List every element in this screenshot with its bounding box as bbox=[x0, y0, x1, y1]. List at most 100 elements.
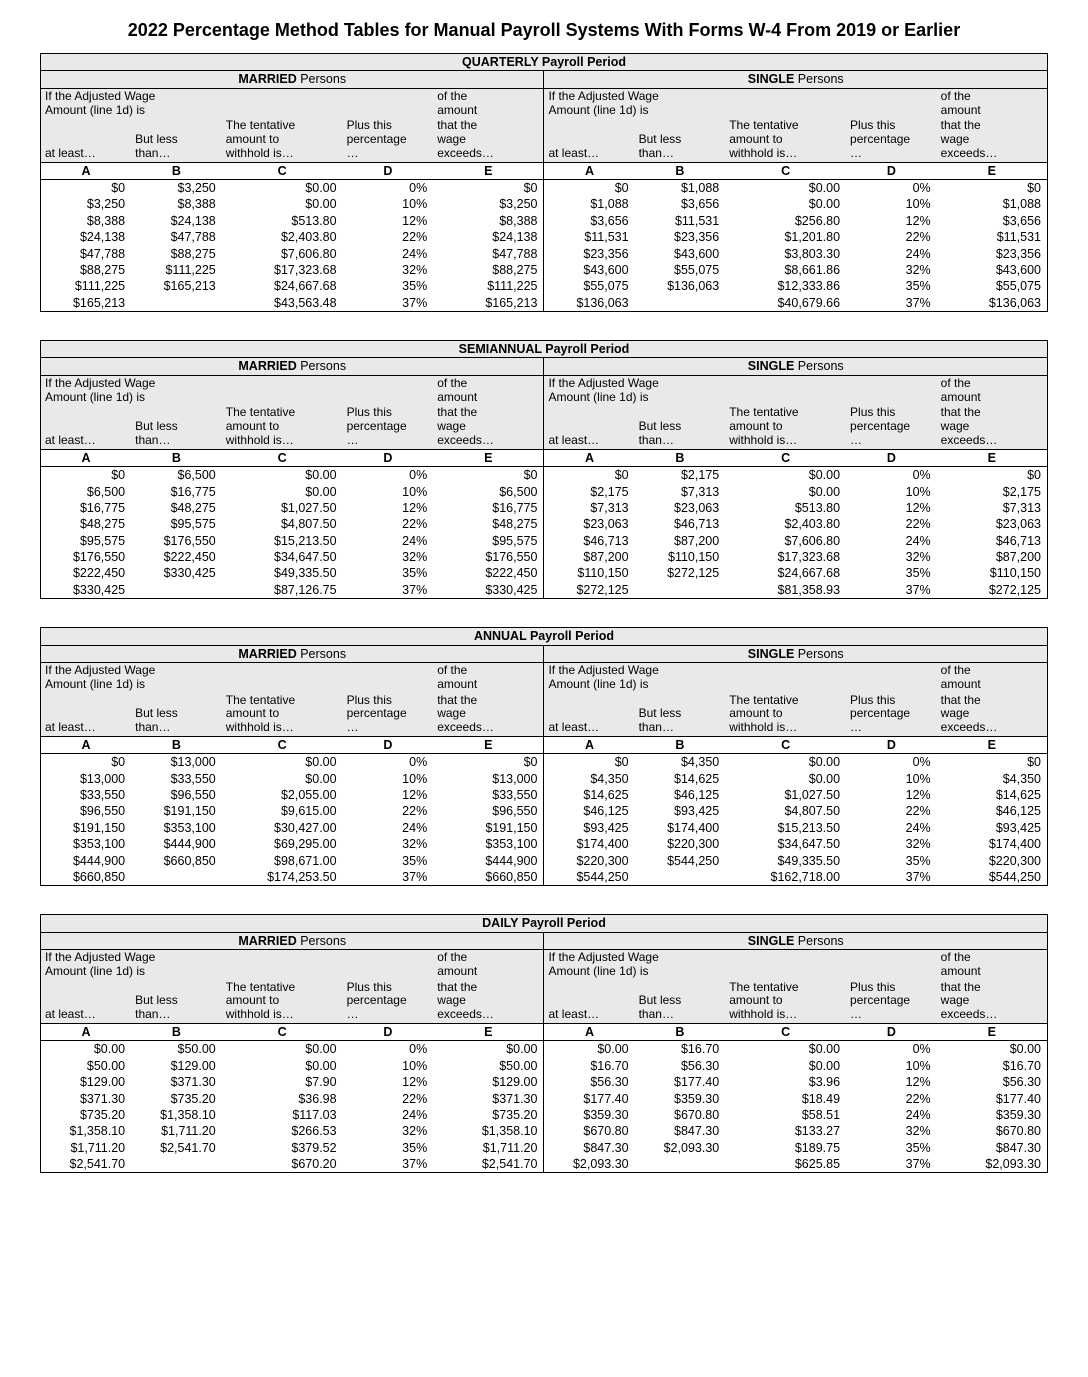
col-letter: E bbox=[937, 1024, 1048, 1041]
cell: 0% bbox=[846, 1041, 937, 1058]
hdr-adjusted-wage: If the Adjusted WageAmount (line 1d) is bbox=[41, 88, 222, 118]
cell: $88,275 bbox=[41, 262, 132, 278]
hdr-of-the: of theamount bbox=[433, 662, 544, 692]
table-row: $444,900$660,850$98,671.0035%$444,900$22… bbox=[41, 853, 1048, 869]
cell: 24% bbox=[846, 533, 937, 549]
cell: $88,275 bbox=[131, 246, 222, 262]
cell: $2,541.70 bbox=[433, 1156, 544, 1173]
cell: $96,550 bbox=[131, 787, 222, 803]
col-letter: B bbox=[131, 736, 222, 753]
col-letter: C bbox=[222, 449, 343, 466]
cell: 0% bbox=[846, 180, 937, 197]
hdr-spacer bbox=[725, 662, 936, 692]
hdr-spacer bbox=[725, 375, 936, 405]
hdr-adjusted-wage: If the Adjusted WageAmount (line 1d) is bbox=[544, 950, 725, 980]
table-row: $13,000$33,550$0.0010%$13,000$4,350$14,6… bbox=[41, 771, 1048, 787]
table-row: $0$13,000$0.000%$0$0$4,350$0.000%$0 bbox=[41, 754, 1048, 771]
cell: $8,388 bbox=[131, 196, 222, 212]
cell: 35% bbox=[846, 565, 937, 581]
cell: $0.00 bbox=[725, 484, 846, 500]
cell: $43,600 bbox=[635, 246, 726, 262]
cell: 37% bbox=[846, 1156, 937, 1173]
cell: $4,350 bbox=[544, 771, 635, 787]
cell: $174,400 bbox=[937, 836, 1048, 852]
cell: $129.00 bbox=[131, 1058, 222, 1074]
period-block: SEMIANNUAL Payroll PeriodMARRIED Persons… bbox=[40, 340, 1048, 599]
cell: $16.70 bbox=[635, 1041, 726, 1058]
col-letter: B bbox=[131, 449, 222, 466]
cell: $23,356 bbox=[544, 246, 635, 262]
cell: $513.80 bbox=[222, 213, 343, 229]
hdr-of-the: of theamount bbox=[433, 88, 544, 118]
cell: $444,900 bbox=[41, 853, 132, 869]
table-row: $47,788$88,275$7,606.8024%$47,788$23,356… bbox=[41, 246, 1048, 262]
cell: $0.00 bbox=[937, 1041, 1048, 1058]
cell: $0.00 bbox=[725, 1058, 846, 1074]
cell: $177.40 bbox=[544, 1091, 635, 1107]
cell: $162,718.00 bbox=[725, 869, 846, 886]
cell: $110,150 bbox=[937, 565, 1048, 581]
cell: 0% bbox=[343, 754, 434, 771]
hdr-percentage: Plus thispercentage… bbox=[343, 693, 434, 737]
table-row: $1,711.20$2,541.70$379.5235%$1,711.20$84… bbox=[41, 1140, 1048, 1156]
cell: $0.00 bbox=[222, 771, 343, 787]
cell: $1,088 bbox=[937, 196, 1048, 212]
cell: $50.00 bbox=[131, 1041, 222, 1058]
single-header: SINGLE Persons bbox=[544, 932, 1048, 949]
table-row: $1,358.10$1,711.20$266.5332%$1,358.10$67… bbox=[41, 1123, 1048, 1139]
col-letter: D bbox=[343, 162, 434, 179]
table-row: $353,100$444,900$69,295.0032%$353,100$17… bbox=[41, 836, 1048, 852]
cell: $3,250 bbox=[433, 196, 544, 212]
hdr-tentative: The tentativeamount towithhold is… bbox=[222, 118, 343, 162]
cell: 24% bbox=[846, 246, 937, 262]
cell: 24% bbox=[343, 533, 434, 549]
cell: $222,450 bbox=[41, 565, 132, 581]
cell: $272,125 bbox=[544, 582, 635, 599]
cell: $2,175 bbox=[635, 467, 726, 484]
table-row: $96,550$191,150$9,615.0022%$96,550$46,12… bbox=[41, 803, 1048, 819]
cell: $3,656 bbox=[544, 213, 635, 229]
cell: $174,400 bbox=[544, 836, 635, 852]
cell: $625.85 bbox=[725, 1156, 846, 1173]
cell: 12% bbox=[846, 1074, 937, 1090]
cell: $49,335.50 bbox=[222, 565, 343, 581]
cell: 37% bbox=[846, 295, 937, 312]
cell: $69,295.00 bbox=[222, 836, 343, 852]
col-letter: E bbox=[937, 449, 1048, 466]
payroll-table: DAILY Payroll PeriodMARRIED PersonsSINGL… bbox=[40, 914, 1048, 1173]
cell: $0.00 bbox=[222, 1041, 343, 1058]
cell bbox=[131, 1156, 222, 1173]
cell: $4,350 bbox=[937, 771, 1048, 787]
cell: $735.20 bbox=[131, 1091, 222, 1107]
cell: $13,000 bbox=[41, 771, 132, 787]
cell: 22% bbox=[343, 1091, 434, 1107]
period-title: ANNUAL Payroll Period bbox=[41, 628, 1048, 645]
cell: $1,088 bbox=[635, 180, 726, 197]
table-row: $50.00$129.00$0.0010%$50.00$16.70$56.30$… bbox=[41, 1058, 1048, 1074]
cell: $176,550 bbox=[131, 533, 222, 549]
cell: $24,138 bbox=[131, 213, 222, 229]
col-letter: A bbox=[544, 449, 635, 466]
cell: $23,356 bbox=[635, 229, 726, 245]
table-row: $129.00$371.30$7.9012%$129.00$56.30$177.… bbox=[41, 1074, 1048, 1090]
cell: 12% bbox=[846, 787, 937, 803]
cell: $3,656 bbox=[937, 213, 1048, 229]
payroll-table: ANNUAL Payroll PeriodMARRIED PersonsSING… bbox=[40, 627, 1048, 886]
cell: $174,400 bbox=[635, 820, 726, 836]
cell: $371.30 bbox=[41, 1091, 132, 1107]
col-letter: A bbox=[41, 162, 132, 179]
hdr-spacer bbox=[222, 950, 433, 980]
cell: $0.00 bbox=[222, 484, 343, 500]
cell: 0% bbox=[846, 467, 937, 484]
table-row: $222,450$330,425$49,335.5035%$222,450$11… bbox=[41, 565, 1048, 581]
cell: $2,403.80 bbox=[725, 516, 846, 532]
cell: $36.98 bbox=[222, 1091, 343, 1107]
cell: $2,093.30 bbox=[544, 1156, 635, 1173]
col-letter: E bbox=[937, 736, 1048, 753]
cell: 22% bbox=[846, 229, 937, 245]
cell: $371.30 bbox=[131, 1074, 222, 1090]
hdr-adjusted-wage: If the Adjusted WageAmount (line 1d) is bbox=[41, 662, 222, 692]
cell: $2,175 bbox=[937, 484, 1048, 500]
cell: $0 bbox=[937, 754, 1048, 771]
cell bbox=[635, 295, 726, 312]
